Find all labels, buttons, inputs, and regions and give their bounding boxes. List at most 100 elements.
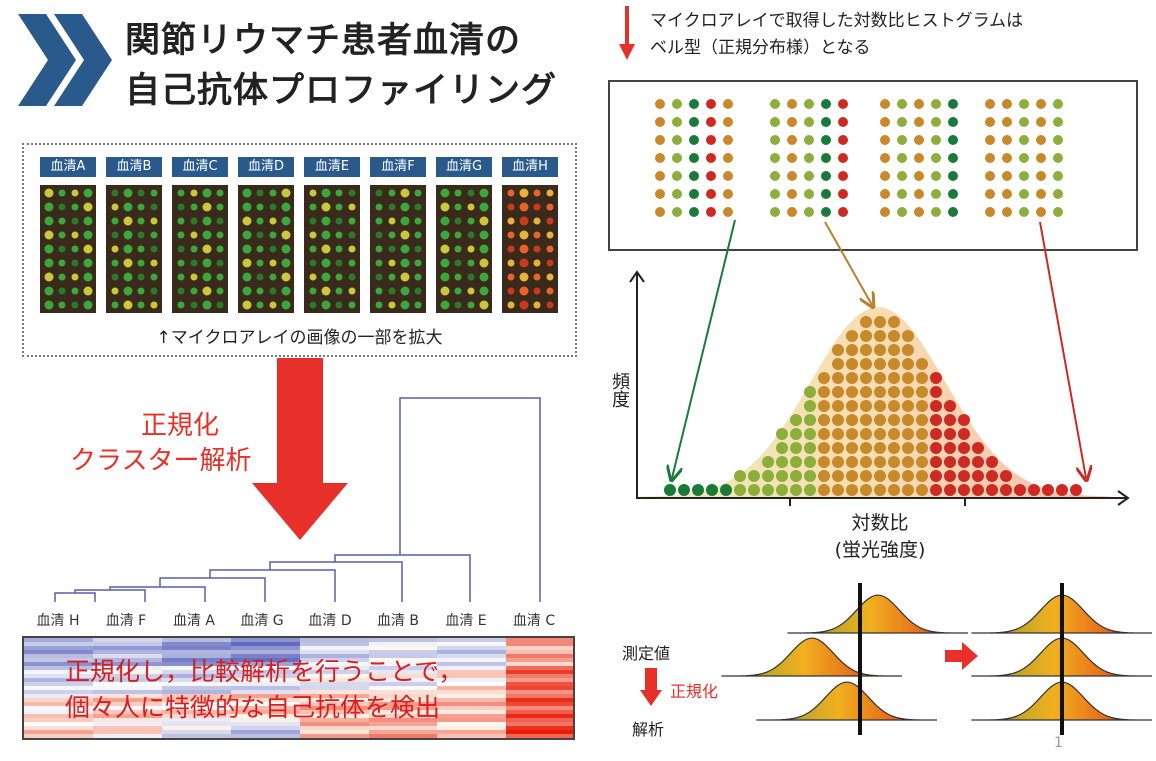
histogram-dot xyxy=(874,372,886,384)
heatmap-cell xyxy=(92,690,162,694)
array-spot xyxy=(948,153,958,163)
histogram-dot xyxy=(916,358,928,370)
histogram-dot xyxy=(916,386,928,398)
histogram-dot xyxy=(832,456,844,468)
array-spot xyxy=(821,189,831,199)
histogram-dot xyxy=(720,484,732,496)
array-spot xyxy=(770,117,780,127)
page-title-line1: 関節リウマチ患者血清の xyxy=(125,21,522,61)
histogram-dot xyxy=(930,372,942,384)
array-spot xyxy=(1019,171,1029,181)
histogram-dot xyxy=(776,442,788,454)
histogram-dot xyxy=(916,372,928,384)
x-axis-label: 対数比 xyxy=(851,512,909,534)
heatmap-cell xyxy=(230,670,300,674)
array-spot xyxy=(787,189,797,199)
histogram-dot xyxy=(930,470,942,482)
histogram-dot xyxy=(902,330,914,342)
process-cluster: クラスター解析 xyxy=(70,446,252,476)
array-spot xyxy=(985,135,995,145)
heatmap-cell xyxy=(24,714,93,718)
array-spot xyxy=(804,117,814,127)
heatmap-cell xyxy=(299,674,369,678)
histogram-dot xyxy=(902,442,914,454)
heatmap-cell xyxy=(437,682,507,686)
heatmap-cell xyxy=(92,722,162,726)
heatmap-cell xyxy=(506,722,573,726)
dendrogram-label: 血清 H xyxy=(36,613,80,629)
heatmap-cell xyxy=(299,726,369,730)
histogram-dot xyxy=(860,372,872,384)
heatmap-cell xyxy=(506,678,573,682)
heatmap-cell xyxy=(230,646,300,650)
histogram-dot xyxy=(874,428,886,440)
heatmap-cell xyxy=(368,670,438,674)
microarray-image xyxy=(40,185,96,313)
heatmap-cell xyxy=(368,730,438,734)
array-spot xyxy=(1002,135,1012,145)
normalize-label: 正規化 xyxy=(670,682,719,701)
dendrogram-label: 血清 D xyxy=(308,613,352,629)
microarray-image xyxy=(370,185,426,313)
array-spot xyxy=(655,189,665,199)
array-spot xyxy=(948,207,958,217)
x-axis-label-sub: (蛍光強度) xyxy=(834,539,926,561)
heatmap-cell xyxy=(437,726,507,730)
array-spot xyxy=(770,99,780,109)
histogram-dot xyxy=(846,330,858,342)
heatmap-cell xyxy=(368,674,438,678)
heatmap-cell xyxy=(161,694,231,698)
heatmap-cell xyxy=(92,654,162,658)
histogram-dot xyxy=(888,414,900,426)
heatmap-cell xyxy=(230,734,300,738)
heatmap-cell xyxy=(24,730,93,734)
array-spot xyxy=(1019,99,1029,109)
microarray-image xyxy=(304,185,360,313)
array-spot xyxy=(880,135,890,145)
histogram-dot xyxy=(944,414,956,426)
heatmap-cell xyxy=(437,686,507,690)
histogram-dot xyxy=(832,400,844,412)
histogram-dot xyxy=(832,344,844,356)
serum-label: 血清A xyxy=(40,157,96,177)
heatmap-cell xyxy=(368,662,438,666)
array-spot xyxy=(706,117,716,127)
array-spot xyxy=(689,153,699,163)
histogram-dot xyxy=(818,470,830,482)
histogram-dot xyxy=(832,414,844,426)
histogram-dot xyxy=(762,484,774,496)
heatmap-cell xyxy=(437,722,507,726)
heatmap-cell xyxy=(161,710,231,714)
serum-label: 血清F xyxy=(370,157,426,177)
serum-label: 血清G xyxy=(436,157,492,177)
heatmap-cell xyxy=(368,638,438,642)
heatmap-cell xyxy=(299,730,369,734)
heatmap-cell xyxy=(92,714,162,718)
heatmap-cell xyxy=(506,706,573,710)
histogram-dot xyxy=(832,484,844,496)
heatmap-cell xyxy=(24,718,93,722)
heatmap-cell xyxy=(299,722,369,726)
array-spot xyxy=(655,117,665,127)
histogram-dot xyxy=(958,414,970,426)
histogram-dot xyxy=(902,372,914,384)
array-spot xyxy=(948,171,958,181)
down-arrow-icon xyxy=(252,358,348,540)
heatmap-cell xyxy=(161,734,231,738)
heatmap-cell xyxy=(230,722,300,726)
histogram-dot xyxy=(734,484,746,496)
right-arrow-icon xyxy=(945,642,978,670)
heatmap-cell xyxy=(161,654,231,658)
histogram-dot xyxy=(930,442,942,454)
histogram-dot xyxy=(762,470,774,482)
heatmap-cell xyxy=(506,714,573,718)
heatmap-text-line1: 正規化し，比較解析を行うことで， xyxy=(65,657,464,686)
heatmap-cell xyxy=(437,694,507,698)
array-spot xyxy=(985,189,995,199)
heatmap-cell xyxy=(24,638,93,642)
array-spot xyxy=(655,99,665,109)
heatmap-cell xyxy=(230,678,300,682)
heatmap-cell xyxy=(92,646,162,650)
heatmap-cell xyxy=(92,694,162,698)
heatmap-cell xyxy=(230,674,300,678)
